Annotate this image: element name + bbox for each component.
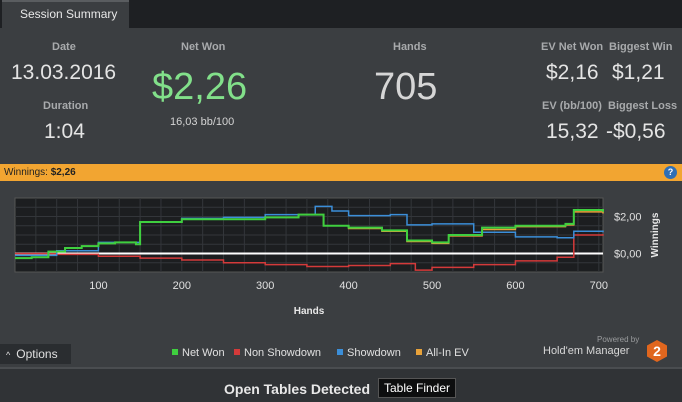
legend-label: Non Showdown: [244, 347, 322, 359]
winnings-bar: Winnings: $2,26 ?: [0, 164, 682, 181]
winnings-value: $2,26: [50, 167, 76, 178]
biggest-loss-label: Biggest Loss: [608, 100, 678, 112]
x-tick-label: 500: [423, 280, 441, 292]
options-button[interactable]: ^ Options: [0, 344, 71, 364]
x-tick-label: 600: [506, 280, 524, 292]
series-net-won: [15, 209, 604, 260]
biggest-win-label: Biggest Win: [609, 41, 673, 53]
legend-label: All-In EV: [426, 347, 469, 359]
date-value: 13.03.2016: [11, 61, 117, 84]
legend-label: Showdown: [347, 347, 401, 359]
ev-net-won-label: EV Net Won: [541, 41, 604, 53]
ev-bb-label: EV (bb/100): [542, 100, 602, 112]
help-icon[interactable]: ?: [664, 166, 677, 179]
x-tick-label: 700: [590, 280, 608, 292]
x-axis-title: Hands: [294, 306, 325, 317]
legend-swatch-red: [234, 349, 240, 355]
bottom-bar: Open Tables Detected Table Finder: [0, 367, 682, 402]
chart-pane: 100 200 300 400 500 600 700 $2,00 $0,00 Hands Winn…: [0, 181, 682, 367]
legend-non-showdown: Non Showdown: [234, 346, 321, 360]
table-finder-button[interactable]: Table Finder: [378, 378, 456, 398]
options-label: Options: [16, 347, 58, 361]
winnings-chart: 100 200 300 400 500 600 700 $2,00 $0,00 Hands Winn…: [14, 197, 661, 317]
biggest-loss-value: -$0,56: [606, 120, 666, 143]
logo-badge-text: 2: [653, 343, 661, 359]
ev-net-won-value: $2,16: [546, 61, 599, 84]
open-tables-title: Open Tables Detected: [224, 381, 371, 397]
y-axis-title: Winnings: [650, 212, 661, 257]
tab-bar: Session Summary: [0, 0, 682, 28]
bb-per-100: 16,03 bb/100: [170, 116, 235, 128]
x-tick-label: 200: [173, 280, 191, 292]
tab-session-summary[interactable]: Session Summary: [2, 0, 129, 28]
legend-showdown: Showdown: [337, 346, 401, 360]
duration-value: 1:04: [44, 120, 85, 143]
chevron-up-icon: ^: [6, 350, 11, 360]
hands-label: Hands: [393, 41, 427, 53]
legend-swatch-orange: [416, 349, 422, 355]
biggest-win-value: $1,21: [612, 61, 665, 84]
powered-by-text: Powered by: [597, 335, 640, 344]
date-label: Date: [52, 41, 76, 53]
session-summary-panel: Date 13.03.2016 Duration 1:04 Net Won $2…: [0, 28, 682, 164]
holdem-manager-logo-icon: 2: [647, 340, 667, 362]
legend-all-in-ev: All-In EV: [416, 346, 469, 360]
x-tick-label: 300: [256, 280, 274, 292]
y-tick-label: $2,00: [614, 212, 642, 224]
duration-label: Duration: [43, 100, 89, 112]
legend-swatch-blue: [337, 349, 343, 355]
x-tick-label: 400: [339, 280, 357, 292]
x-tick-label: 100: [89, 280, 107, 292]
winnings-label: Winnings:: [4, 167, 48, 178]
legend-swatch-green: [172, 349, 178, 355]
net-won-label: Net Won: [181, 41, 226, 53]
legend-net-won: Net Won: [172, 346, 225, 360]
holdem-manager-logo-text: Hold'em Manager: [543, 345, 630, 357]
y-tick-label: $0,00: [614, 249, 642, 261]
net-won-value: $2,26: [152, 66, 248, 108]
ev-bb-value: 15,32: [546, 120, 599, 143]
series-non-showdown: [15, 234, 604, 271]
hands-value: 705: [374, 66, 438, 108]
legend-label: Net Won: [182, 347, 225, 359]
